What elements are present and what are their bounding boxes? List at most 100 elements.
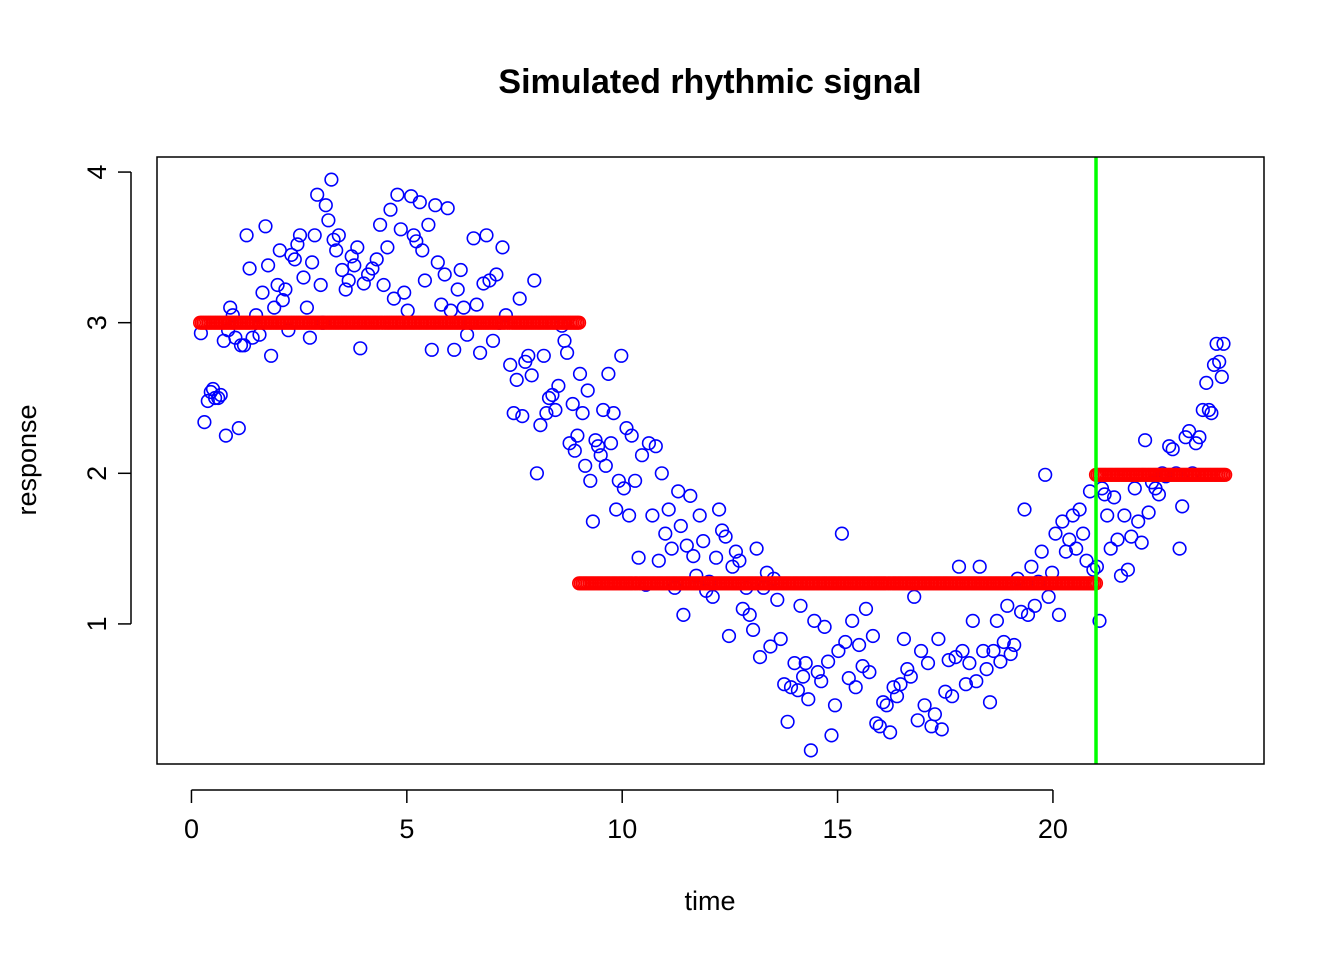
observed-point — [603, 436, 619, 451]
observed-point — [979, 661, 994, 677]
observed-point — [598, 458, 613, 473]
observed-point — [580, 383, 595, 398]
observed-point — [886, 680, 901, 695]
observed-point — [845, 613, 860, 629]
observed-point — [275, 293, 290, 308]
observed-point — [356, 276, 371, 291]
observed-point — [261, 258, 276, 273]
x-tick-label: 20 — [1038, 814, 1068, 844]
observed-point — [404, 189, 419, 204]
observed-point — [548, 402, 563, 418]
observed-point — [258, 219, 273, 234]
y-axis: 1 2 3 4 — [82, 165, 132, 631]
observed-point — [197, 415, 212, 430]
observed-point — [907, 589, 922, 604]
observed-point — [1038, 467, 1053, 482]
observed-point — [1013, 604, 1029, 620]
observed-point — [1072, 502, 1087, 517]
observed-point — [831, 643, 846, 659]
observed-point — [536, 348, 551, 363]
observed-point — [575, 406, 590, 421]
observed-point — [770, 592, 785, 607]
observed-point — [344, 249, 359, 264]
observed-point — [896, 631, 912, 647]
observed-point — [1103, 541, 1118, 556]
observed-point — [820, 654, 836, 669]
observed-point — [590, 439, 606, 454]
observed-point — [1124, 529, 1139, 544]
observed-point — [1204, 406, 1219, 421]
observed-point — [570, 428, 585, 443]
observed-point — [718, 529, 733, 544]
observed-point — [400, 303, 415, 318]
observed-point — [231, 421, 246, 436]
observed-point — [485, 333, 501, 348]
observed-point — [302, 330, 318, 345]
observed-point — [606, 406, 621, 421]
observed-point — [807, 613, 822, 629]
observed-point — [437, 267, 452, 282]
observed-point — [278, 282, 293, 297]
y-axis-label: response — [12, 404, 42, 515]
observed-point — [489, 267, 504, 282]
observed-point — [858, 601, 874, 617]
observed-point — [920, 655, 936, 671]
observed-point — [708, 550, 724, 565]
observed-point — [790, 683, 806, 698]
observed-point — [711, 502, 727, 517]
observed-point — [683, 488, 698, 504]
observed-point — [321, 213, 336, 228]
observed-point — [1024, 559, 1039, 574]
observed-point — [331, 228, 346, 243]
observed-point — [557, 333, 572, 348]
observed-point — [1051, 607, 1067, 623]
observed-point — [962, 655, 977, 671]
observed-point — [795, 669, 811, 684]
observed-point — [539, 406, 554, 421]
observed-point — [627, 473, 643, 488]
observed-point — [721, 628, 737, 644]
observed-point — [287, 252, 302, 267]
observed-point — [1195, 402, 1210, 418]
observed-point — [1181, 424, 1197, 439]
observed-point — [728, 544, 744, 559]
observed-point — [793, 598, 808, 613]
observed-point — [503, 357, 518, 373]
observed-point — [310, 187, 325, 202]
observed-point — [910, 713, 925, 728]
observed-point — [267, 300, 282, 315]
observed-point — [817, 619, 832, 635]
observed-point — [473, 345, 488, 360]
observed-point — [648, 439, 663, 454]
observed-point — [380, 240, 395, 255]
observed-point — [1075, 526, 1091, 541]
observed-point — [1100, 508, 1115, 523]
observed-point — [614, 348, 629, 363]
observed-point — [1079, 553, 1094, 568]
observed-point — [1214, 369, 1229, 385]
y-tick-label: 1 — [82, 616, 112, 631]
observed-point — [1034, 544, 1049, 559]
observed-point — [434, 297, 449, 312]
observed-point — [827, 698, 843, 713]
observed-point — [369, 252, 384, 267]
observed-point — [993, 654, 1008, 669]
observed-point — [1020, 607, 1036, 623]
observed-point — [931, 631, 946, 647]
plot-frame — [156, 156, 1265, 765]
observed-point — [1055, 514, 1070, 529]
observed-point — [533, 418, 548, 433]
observed-point — [350, 240, 365, 255]
observed-point — [1137, 433, 1153, 448]
observed-point — [1062, 532, 1077, 547]
observed-point — [284, 247, 299, 262]
observed-point — [460, 327, 475, 342]
observed-point — [218, 428, 233, 443]
x-tick-label: 15 — [823, 814, 853, 844]
observed-point — [696, 533, 711, 549]
observed-point — [1003, 646, 1018, 662]
observed-point — [773, 631, 788, 647]
observed-point — [1000, 598, 1015, 613]
observed-point — [417, 273, 433, 288]
fitted-point — [571, 315, 587, 330]
